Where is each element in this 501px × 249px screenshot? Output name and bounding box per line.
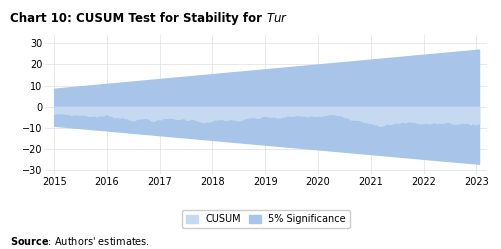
Text: $\it{Tur}$: $\it{Tur}$ [266, 12, 288, 25]
Text: $\bf{Source}$: Authors' estimates.: $\bf{Source}$: Authors' estimates. [10, 235, 150, 247]
Text: Chart 10: CUSUM Test for Stability for: Chart 10: CUSUM Test for Stability for [10, 12, 266, 25]
Legend: CUSUM, 5% Significance: CUSUM, 5% Significance [182, 210, 349, 228]
